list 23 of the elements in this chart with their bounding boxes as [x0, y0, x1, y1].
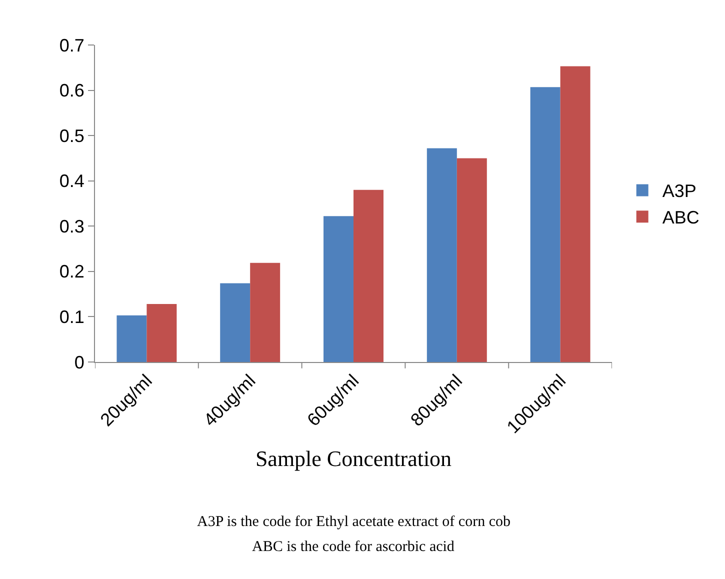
y-tick-label: 0.5	[59, 126, 84, 146]
bar	[530, 87, 560, 362]
bar	[250, 262, 280, 362]
text: ABC is the code for ascorbic acid	[252, 539, 455, 555]
bar	[354, 190, 384, 362]
y-tick-label: 0.6	[59, 80, 84, 101]
bar	[560, 66, 590, 362]
bar	[116, 315, 147, 362]
text: A3P is the code for Ethyl acetate extract of corn cob	[197, 514, 510, 530]
bar	[324, 216, 354, 362]
y-tick-label: 0	[74, 352, 84, 372]
y-tick-label: 0.4	[59, 171, 84, 192]
x-axis-title: Sample Concentration	[255, 446, 452, 472]
y-tick-label: 0.1	[59, 307, 84, 328]
bar	[426, 148, 457, 362]
y-tick-label: 0.2	[59, 262, 84, 282]
bar	[456, 158, 487, 362]
bar	[146, 304, 177, 362]
y-tick-label: 0.3	[59, 216, 84, 236]
legend-label: A3P	[662, 181, 696, 202]
legend-label: ABC	[662, 208, 700, 228]
bar	[220, 283, 250, 362]
y-tick-label: 0.7	[59, 35, 84, 56]
